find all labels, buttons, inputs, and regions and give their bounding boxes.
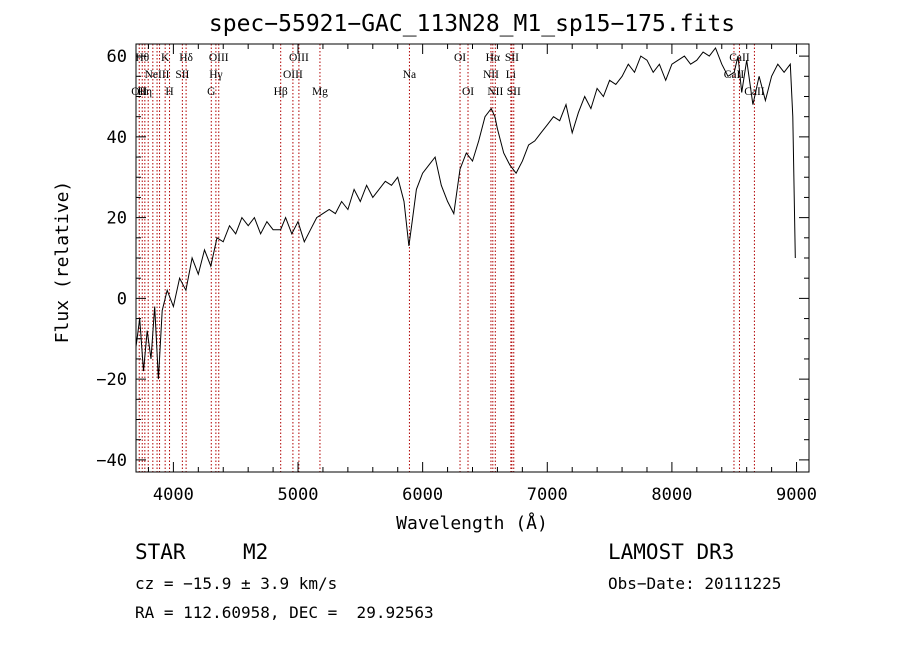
marker-label: CaII [744, 86, 765, 98]
marker-label: Li [506, 69, 516, 81]
x-tick-label: 8000 [651, 485, 692, 505]
coordinates: RA = 112.60958, DEC = 29.92563 [135, 603, 434, 622]
y-tick-label: −40 [96, 451, 127, 471]
marker-label: OIII [209, 52, 229, 64]
redshift-value: cz = −15.9 ± 3.9 km/s [135, 574, 338, 593]
marker-label: NII [483, 69, 499, 81]
spectrum-series-line [135, 46, 796, 380]
marker-label: Na [403, 69, 416, 81]
marker-label: SII [505, 52, 519, 64]
marker-label: SII [175, 69, 189, 81]
marker-label: OIII [283, 69, 303, 81]
marker-label: OI [454, 52, 466, 64]
emission-line-labels: OIIHθHηNeIIIKHSIIHδGHγOIIIHβOIIIOIIIMgNa… [131, 52, 765, 98]
marker-label: CaII [729, 52, 750, 64]
x-tick-label: 4000 [153, 485, 194, 505]
marker-label: Hγ [209, 69, 222, 81]
y-axis-ticks: −40 −20 0 20 40 60 [96, 47, 809, 471]
y-tick-label: 20 [107, 209, 127, 229]
y-tick-label: 0 [117, 289, 127, 309]
emission-line-markers [138, 44, 755, 472]
marker-label: Hη [138, 86, 152, 98]
x-tick-label: 5000 [278, 485, 319, 505]
x-axis-label: Wavelength (Å) [396, 512, 548, 534]
marker-label: Hβ [274, 86, 288, 98]
marker-label: Hα [486, 52, 500, 64]
marker-label: OIII [289, 52, 309, 64]
marker-label: Hθ [135, 52, 149, 64]
marker-label: G [207, 86, 215, 98]
marker-label: SII [507, 86, 521, 98]
y-axis-label: Flux (relative) [52, 181, 73, 344]
marker-label: OI [462, 86, 474, 98]
y-tick-label: −20 [96, 370, 127, 390]
plot-frame [135, 43, 810, 473]
y-tick-label: 40 [107, 128, 127, 148]
marker-label: Mg [312, 86, 328, 98]
x-axis-ticks: 4000 5000 6000 7000 8000 9000 [147, 44, 817, 505]
marker-label: NII [487, 86, 503, 98]
x-tick-label: 9000 [776, 485, 817, 505]
chart-title: spec−55921−GAC_113N28_M1_sp15−175.fits [209, 11, 735, 37]
observation-date: Obs−Date: 20111225 [608, 574, 782, 593]
x-tick-label: 6000 [402, 485, 443, 505]
object-subclass: M2 [243, 540, 269, 564]
x-tick-label: 7000 [527, 485, 568, 505]
marker-label: NeIII [145, 69, 170, 81]
marker-label: Hδ [179, 52, 193, 64]
survey-name: LAMOST DR3 [608, 540, 735, 564]
marker-label: OII [131, 86, 147, 98]
object-class: STAR [135, 540, 186, 564]
y-tick-label: 60 [107, 47, 127, 67]
marker-label: K [161, 52, 170, 64]
marker-label: H [165, 86, 173, 98]
